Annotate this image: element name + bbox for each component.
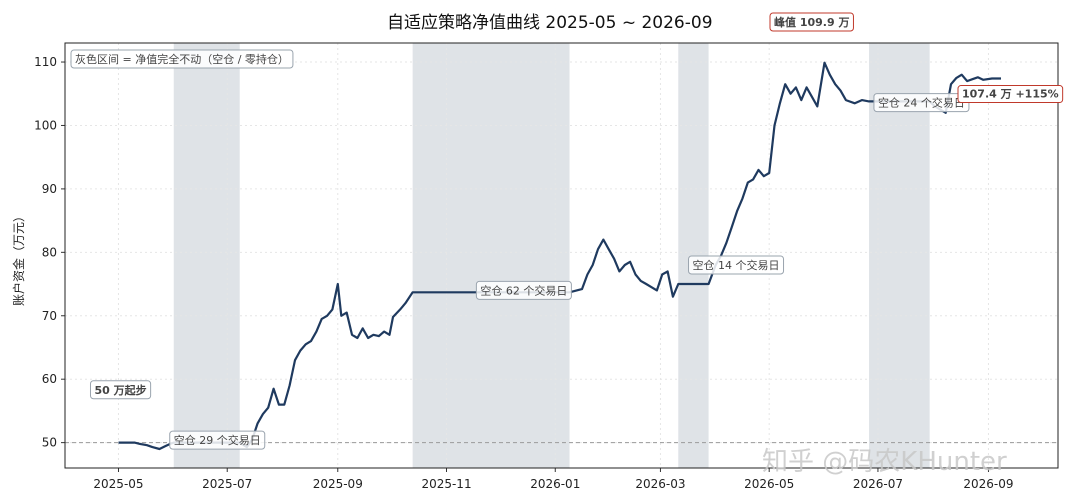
x-tick-label: 2025-07 [202, 477, 252, 491]
flat-period-label: 空仓 14 个交易日 [688, 255, 785, 275]
x-tick-label: 2026-03 [635, 477, 685, 491]
start-label-box [89, 380, 152, 400]
flat-period-label-text: 空仓 24 个交易日 [878, 96, 965, 110]
flat-period-band [412, 43, 570, 468]
y-tick-label: 90 [42, 182, 57, 196]
legend-note-text: 灰色区间 = 净值完全不动（空仓 / 零持仓） [75, 52, 289, 66]
peak-label: 峰值 109.9 万 [769, 12, 854, 32]
start-label: 50 万起步 [89, 380, 152, 400]
flat-period-label-box [169, 430, 266, 450]
end-label: 107.4 万 +115% [957, 85, 1064, 104]
legend-note: 灰色区间 = 净值完全不动（空仓 / 零持仓） [70, 49, 294, 69]
annotations: 空仓 29 个交易日 空仓 62 个交易日 空仓 14 个交易日 空仓 24 个交易日… [70, 12, 1064, 450]
x-tick-label: 2026-01 [530, 477, 580, 491]
flat-period-label: 空仓 62 个交易日 [475, 280, 572, 300]
x-tick-label: 2026-09 [963, 477, 1013, 491]
end-label-box [957, 85, 1064, 104]
legend-note-box [70, 49, 294, 69]
equity-series [118, 61, 1001, 451]
end-label-text: 107.4 万 +115% [962, 88, 1059, 101]
y-tick-label: 110 [34, 55, 57, 69]
y-tick-label: 100 [34, 118, 57, 132]
plot-frame [64, 42, 1059, 469]
axes: 50 60 70 80 90 100 110 2025-05 2025-07 2025-09 202… [34, 42, 1059, 491]
start-label-text: 50 万起步 [94, 383, 146, 397]
flat-period-band [869, 43, 930, 468]
y-tick-label: 70 [42, 309, 57, 323]
y-axis-label: 账户资金（万元） [11, 210, 26, 306]
flat-period-band [678, 43, 709, 468]
flat-period-label: 空仓 24 个交易日 [873, 93, 970, 113]
flat-period-label-text: 空仓 14 个交易日 [693, 258, 780, 272]
chart-title: 自适应策略净值曲线 2025-05 ~ 2026-09 [387, 13, 713, 33]
flat-period-label-text: 空仓 29 个交易日 [174, 433, 261, 447]
x-tick-label: 2025-05 [93, 477, 143, 491]
x-tick-label: 2025-09 [313, 477, 363, 491]
flat-period-label-box [688, 255, 785, 275]
flat-period-label: 空仓 29 个交易日 [169, 430, 266, 450]
x-tick-label: 2026-05 [744, 477, 794, 491]
y-tick-label: 60 [42, 372, 57, 386]
peak-label-box [769, 12, 854, 32]
equity-line [118, 61, 1001, 451]
peak-label-text: 峰值 109.9 万 [774, 15, 849, 29]
flat-period-label-box [475, 280, 572, 300]
x-tick-label: 2026-07 [853, 477, 903, 491]
watermark-text: 知乎 @码农KHunter [762, 447, 1007, 477]
grid-lines [65, 43, 1058, 468]
flat-period-label-text: 空仓 62 个交易日 [480, 283, 567, 297]
x-tick-label: 2025-11 [421, 477, 471, 491]
flat-period-shades [173, 43, 930, 468]
y-tick-label: 80 [42, 245, 57, 259]
flat-period-band [173, 43, 240, 468]
y-tick-label: 50 [42, 436, 57, 450]
